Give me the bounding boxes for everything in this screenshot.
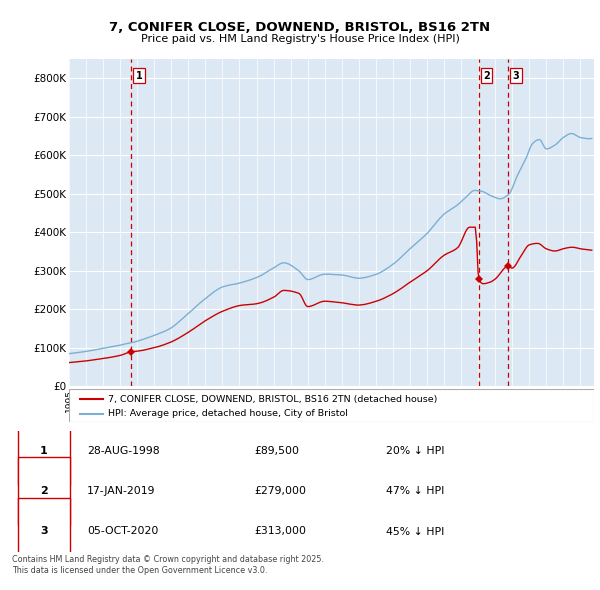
- Text: £313,000: £313,000: [254, 526, 306, 536]
- Text: 1: 1: [136, 71, 142, 81]
- Text: Price paid vs. HM Land Registry's House Price Index (HPI): Price paid vs. HM Land Registry's House …: [140, 34, 460, 44]
- Text: 1: 1: [40, 446, 47, 456]
- Text: 3: 3: [40, 526, 47, 536]
- Text: 2: 2: [483, 71, 490, 81]
- Text: 45% ↓ HPI: 45% ↓ HPI: [386, 526, 445, 536]
- Text: 47% ↓ HPI: 47% ↓ HPI: [386, 486, 445, 496]
- Bar: [18, 497, 70, 565]
- Bar: [18, 457, 70, 525]
- Text: Contains HM Land Registry data © Crown copyright and database right 2025.: Contains HM Land Registry data © Crown c…: [12, 555, 324, 563]
- Text: HPI: Average price, detached house, City of Bristol: HPI: Average price, detached house, City…: [109, 409, 348, 418]
- Text: 7, CONIFER CLOSE, DOWNEND, BRISTOL, BS16 2TN: 7, CONIFER CLOSE, DOWNEND, BRISTOL, BS16…: [109, 21, 491, 34]
- Text: 28-AUG-1998: 28-AUG-1998: [87, 446, 160, 456]
- Text: 2: 2: [40, 486, 47, 496]
- Text: This data is licensed under the Open Government Licence v3.0.: This data is licensed under the Open Gov…: [12, 566, 268, 575]
- Text: 7, CONIFER CLOSE, DOWNEND, BRISTOL, BS16 2TN (detached house): 7, CONIFER CLOSE, DOWNEND, BRISTOL, BS16…: [109, 395, 438, 404]
- Bar: [18, 417, 70, 485]
- Text: £279,000: £279,000: [254, 486, 306, 496]
- Text: 3: 3: [512, 71, 519, 81]
- Text: 20% ↓ HPI: 20% ↓ HPI: [386, 446, 445, 456]
- Text: £89,500: £89,500: [254, 446, 299, 456]
- Text: 05-OCT-2020: 05-OCT-2020: [87, 526, 158, 536]
- Text: 17-JAN-2019: 17-JAN-2019: [87, 486, 155, 496]
